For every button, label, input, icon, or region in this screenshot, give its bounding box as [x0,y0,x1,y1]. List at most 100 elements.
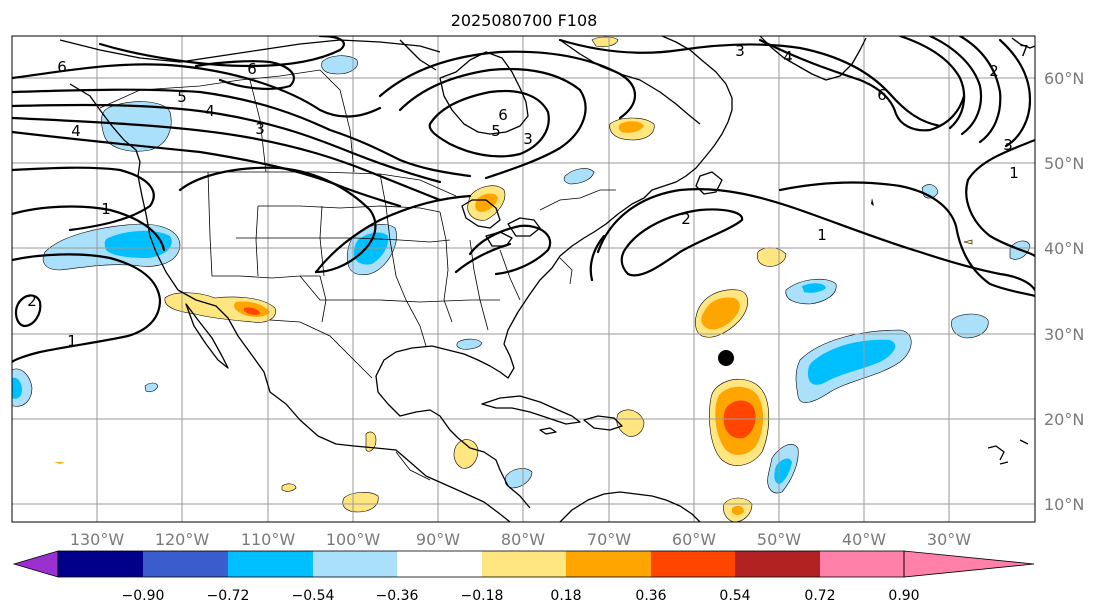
height-contours [12,36,1035,364]
colorbar-swatch [397,551,482,577]
lat-label: 30°N [1044,325,1084,344]
shading-blob [475,193,498,212]
shading-blob [732,505,744,515]
colorbar-tick-label: 0.72 [804,588,835,604]
contour-label: 5 [491,122,501,140]
contour-line [454,242,512,274]
contour-line [778,181,1035,298]
contour-label: 6 [877,86,887,104]
shading-blob [342,492,379,513]
shading-blob [281,483,297,492]
shading-blob [456,338,483,350]
colorbar-swatch [566,551,651,577]
lon-label: 50°W [757,530,801,549]
shading-blob [453,439,479,469]
coastline-newfoundland [695,171,723,195]
storm-position-marker [718,350,734,366]
colorbar-tick-label: −0.90 [122,588,165,604]
contour-line [14,294,42,328]
colorbar-swatch [143,551,228,577]
contour-line [12,116,442,202]
coastline-iceland [1011,37,1035,49]
contour-line [758,38,966,132]
contour-label: 1 [67,332,77,350]
shading-blob [54,462,64,464]
contour-label: 2 [681,210,691,228]
colorbar-swatch [735,551,820,577]
shading-blob [963,239,973,245]
shading-blob [12,377,22,399]
contour-label: 6 [57,58,67,76]
contour-line [958,36,1002,144]
contour-label: 2 [989,62,999,80]
lon-label: 120°W [155,530,210,549]
lat-label: 40°N [1044,239,1084,258]
colorbar-swatch [482,551,566,577]
contour-label: 7 [1019,42,1029,60]
contour-label: 3 [255,120,265,138]
figure-title: 2025080700 F108 [451,11,598,30]
contour-line [378,50,636,120]
contour-line [314,194,472,274]
coastline-greenland [759,36,867,81]
lat-label: 20°N [1044,410,1084,429]
contour-line [965,138,1035,258]
contour-line [898,36,966,130]
contour-label: 3 [523,130,533,148]
shading-blob [354,232,389,265]
contour-line [194,60,295,90]
colorbar-tick-label: 0.18 [550,588,581,604]
lon-label: 70°W [587,530,631,549]
lon-label: 110°W [241,530,296,549]
colorbar-tick-label: −0.72 [207,588,250,604]
lon-label: 100°W [326,530,381,549]
shading-blob [365,431,377,452]
coastline-jamaica [539,427,557,435]
map-panel: 6 6 6 5 5 4 4 4 3 3 3 3 2 2 2 1 1 1 1 6 [11,35,1036,523]
shading-blob [563,168,595,185]
shading-blob [802,283,826,293]
colorbar-swatch [58,551,143,577]
colorbar-swatch [228,551,313,577]
lon-label: 80°W [501,530,545,549]
contour-label: 2 [27,292,37,310]
colorbar-extend-right [903,550,1035,578]
colorbar-tick-label: −0.18 [461,588,504,604]
graticule [12,36,1035,522]
map-frame [11,35,1036,523]
latitude-labels: 60°N 50°N 40°N 30°N 20°N 10°N [1044,69,1084,514]
contour-line [12,130,402,208]
coastline-west-africa [987,439,1029,465]
contour-line [398,67,587,180]
contour-label: 1 [1009,164,1019,182]
contour-line [428,89,550,158]
shading-blob [244,307,260,315]
contour-line [12,88,472,178]
shading-blob [104,230,172,258]
lon-label: 30°W [927,530,971,549]
contour-line [998,38,1032,148]
colorbar-tick-label: −0.54 [292,588,335,604]
contour-line [928,36,983,136]
shading-blob [701,297,740,330]
longitude-labels: 130°W 120°W 110°W 100°W 90°W 80°W 70°W 6… [70,530,971,549]
lat-label: 60°N [1044,69,1084,88]
lon-label: 90°W [416,530,460,549]
lon-label: 130°W [70,530,125,549]
shading-blob [101,101,172,152]
contour-line [596,188,1035,292]
lon-label: 60°W [672,530,716,549]
shading-blob [504,468,533,489]
contour-labels: 6 6 6 5 5 4 4 4 3 3 3 3 2 2 2 1 1 1 1 6 [27,42,1029,350]
coastline-baja [185,303,229,369]
contour-line [12,205,166,252]
contour-line [12,253,162,364]
colorbar-swatch [313,551,397,577]
map-mark [871,198,874,206]
colorbar-extend-left [12,550,59,578]
contour-label: 3 [1003,136,1013,154]
contour-line [468,224,552,276]
colorbar-tick-label: 0.54 [719,588,750,604]
anomaly-shading [12,36,1031,522]
